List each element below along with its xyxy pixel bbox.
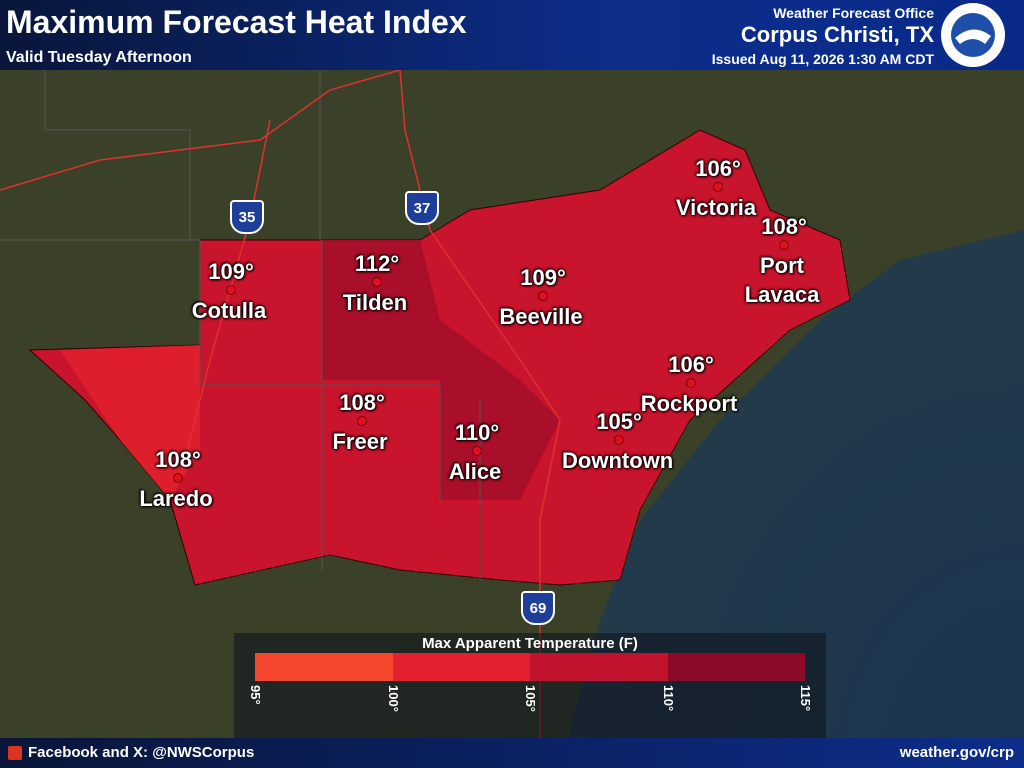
legend-swatch bbox=[667, 653, 805, 681]
nws-logo bbox=[941, 3, 1005, 67]
city-temp: 112° bbox=[354, 251, 400, 276]
city-dot bbox=[173, 473, 183, 483]
city-dot bbox=[614, 435, 624, 445]
city-temp: 108° bbox=[155, 447, 201, 472]
city-temp: 106° bbox=[695, 156, 741, 181]
city-temp: 106° bbox=[668, 352, 714, 377]
city-temp: 109° bbox=[208, 259, 254, 284]
city-dot bbox=[779, 240, 789, 250]
legend-swatch bbox=[392, 653, 530, 681]
highway-shield: 37 bbox=[405, 191, 439, 225]
city-name: Port Lavaca bbox=[744, 253, 820, 307]
city-temp: 108° bbox=[339, 390, 385, 415]
legend: Max Apparent Temperature (F) 95° 100° 105°… bbox=[234, 633, 826, 738]
social-icon bbox=[8, 746, 22, 760]
city-name: Laredo bbox=[139, 486, 213, 511]
city-name: Victoria bbox=[675, 195, 757, 220]
city-dot bbox=[372, 277, 382, 287]
legend-title: Max Apparent Temperature (F) bbox=[422, 635, 638, 652]
city-name: Alice bbox=[448, 459, 502, 484]
title: Maximum Forecast Heat Index bbox=[6, 4, 467, 40]
county-lines bbox=[0, 70, 481, 580]
city-temp: 108° bbox=[761, 214, 807, 239]
url: weather.gov/crp bbox=[899, 744, 1014, 761]
legend-tick: 105° bbox=[523, 685, 538, 712]
issued: Issued Aug 11, 2026 1:30 AM CDT bbox=[711, 51, 934, 67]
city-name: Beeville bbox=[499, 304, 583, 329]
hot-zone bbox=[322, 240, 560, 500]
city-name: Rockport bbox=[640, 391, 738, 416]
city-dot bbox=[357, 416, 367, 426]
city-dot bbox=[472, 446, 482, 456]
subtitle: Valid Tuesday Afternoon bbox=[6, 49, 192, 66]
city-dot bbox=[713, 182, 723, 192]
city-temp: 109° bbox=[520, 265, 566, 290]
city-temp: 105° bbox=[596, 409, 642, 434]
social: Facebook and X: @NWSCorpus bbox=[28, 744, 255, 761]
city-name: Freer bbox=[332, 429, 388, 454]
city-name: Cotulla bbox=[191, 298, 267, 323]
city-dot bbox=[686, 378, 696, 388]
legend-swatch bbox=[530, 653, 668, 681]
city-dot bbox=[226, 285, 236, 295]
city-temp: 110° bbox=[454, 420, 500, 445]
city-name: Downtown bbox=[562, 448, 674, 473]
header: Maximum Forecast Heat Index Valid Tuesda… bbox=[0, 0, 1024, 70]
legend-tick: 100° bbox=[385, 685, 401, 712]
legend-tick: 95° bbox=[248, 685, 263, 705]
warm-zone bbox=[60, 345, 200, 500]
footer: Facebook and X: @NWSCorpus weather.gov/c… bbox=[0, 738, 1024, 768]
legend-swatch bbox=[255, 653, 393, 681]
highway-shield: 35 bbox=[230, 200, 264, 234]
legend-tick: 115° bbox=[798, 685, 813, 712]
office: Corpus Christi, TX bbox=[740, 22, 934, 47]
office-label: Weather Forecast Office bbox=[773, 5, 934, 21]
city-name: Tilden bbox=[342, 290, 408, 315]
legend-tick: 110° bbox=[660, 685, 676, 712]
city-dot bbox=[538, 291, 548, 301]
highway-shield: 69 bbox=[521, 591, 555, 625]
